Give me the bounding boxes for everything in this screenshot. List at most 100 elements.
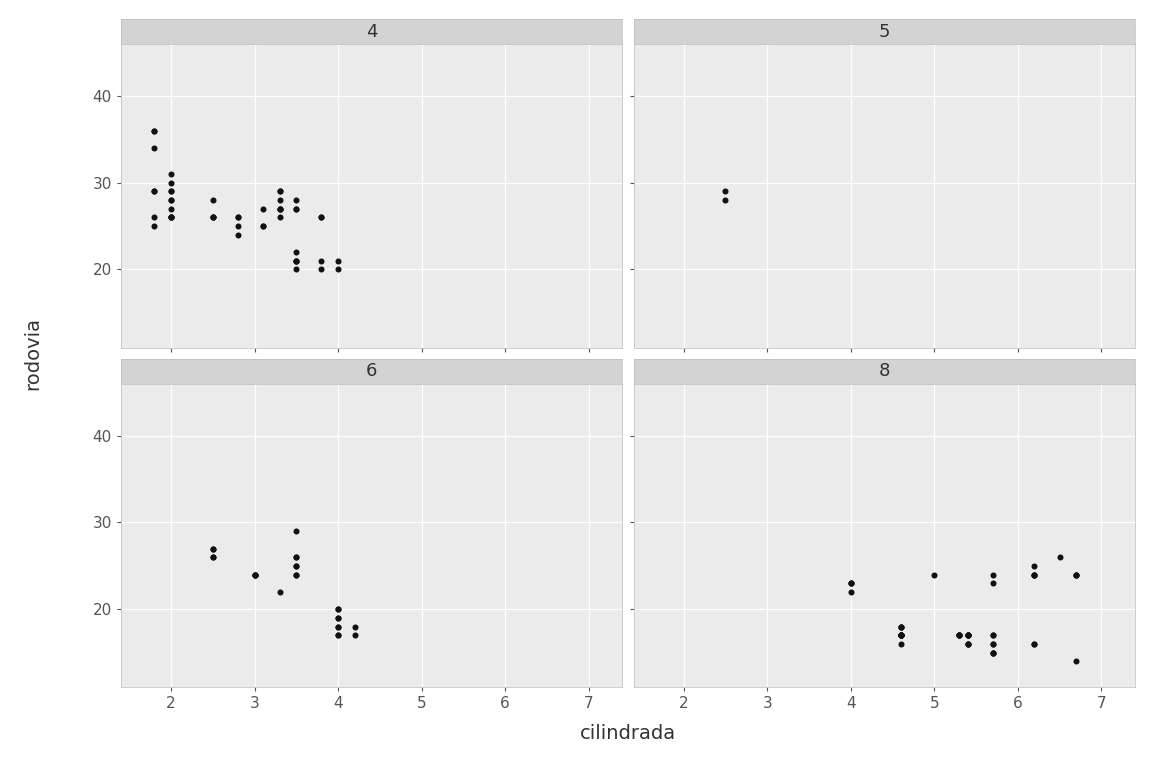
Point	[271, 203, 289, 215]
Point	[717, 194, 735, 206]
Point	[161, 211, 180, 223]
Point	[271, 185, 289, 197]
Point	[161, 185, 180, 197]
Point	[245, 568, 264, 581]
Point	[204, 542, 222, 554]
Point	[287, 560, 305, 572]
Point	[228, 211, 248, 223]
Point	[950, 629, 969, 641]
Point	[1025, 638, 1044, 650]
Point	[245, 568, 264, 581]
Point	[984, 647, 1002, 659]
Point	[329, 603, 348, 615]
Point	[958, 629, 977, 641]
Point	[287, 551, 305, 564]
Point	[892, 629, 910, 641]
Point	[161, 211, 180, 223]
Point	[228, 229, 248, 241]
Text: rodovia: rodovia	[23, 316, 41, 390]
Point	[287, 255, 305, 267]
Text: 4: 4	[366, 22, 377, 41]
Text: cilindrada: cilindrada	[579, 724, 676, 743]
Point	[329, 629, 348, 641]
Point	[346, 621, 364, 633]
Point	[329, 263, 348, 276]
Point	[892, 621, 910, 633]
Point	[161, 203, 180, 215]
Point	[1067, 655, 1085, 667]
Point	[329, 621, 348, 633]
Point	[892, 629, 910, 641]
Point	[271, 211, 289, 223]
Text: 6: 6	[366, 362, 377, 380]
Point	[892, 638, 910, 650]
Point	[204, 211, 222, 223]
Point	[271, 586, 289, 598]
Point	[145, 124, 164, 137]
Point	[892, 629, 910, 641]
Point	[204, 211, 222, 223]
Point	[892, 621, 910, 633]
Point	[1067, 568, 1085, 581]
Point	[161, 211, 180, 223]
Point	[145, 211, 164, 223]
Point	[841, 586, 859, 598]
Point	[145, 124, 164, 137]
Point	[1025, 568, 1044, 581]
Point	[161, 168, 180, 180]
Point	[161, 194, 180, 206]
Point	[312, 255, 331, 267]
Point	[1067, 568, 1085, 581]
Point	[287, 203, 305, 215]
Point	[1025, 568, 1044, 581]
Point	[287, 255, 305, 267]
Text: 8: 8	[879, 362, 889, 380]
Point	[329, 255, 348, 267]
Point	[271, 203, 289, 215]
Point	[145, 142, 164, 154]
Point	[958, 638, 977, 650]
Point	[958, 629, 977, 641]
Point	[245, 568, 264, 581]
Point	[287, 263, 305, 276]
Point	[984, 647, 1002, 659]
Point	[329, 629, 348, 641]
Point	[329, 603, 348, 615]
Point	[984, 638, 1002, 650]
Point	[892, 621, 910, 633]
Point	[950, 629, 969, 641]
Point	[271, 194, 289, 206]
Point	[312, 211, 331, 223]
Point	[892, 629, 910, 641]
Point	[204, 551, 222, 564]
Point	[1025, 560, 1044, 572]
Point	[925, 568, 943, 581]
Point	[161, 194, 180, 206]
Point	[161, 185, 180, 197]
Point	[312, 211, 331, 223]
Point	[841, 577, 859, 589]
Point	[287, 551, 305, 564]
Point	[161, 177, 180, 189]
Point	[950, 629, 969, 641]
Point	[161, 211, 180, 223]
Point	[145, 220, 164, 232]
Point	[1051, 551, 1069, 564]
Point	[717, 185, 735, 197]
Point	[287, 203, 305, 215]
Point	[145, 185, 164, 197]
Point	[287, 568, 305, 581]
Point	[145, 185, 164, 197]
Point	[329, 612, 348, 624]
Point	[287, 568, 305, 581]
Point	[245, 568, 264, 581]
Point	[984, 647, 1002, 659]
Point	[204, 542, 222, 554]
Point	[312, 263, 331, 276]
Point	[892, 629, 910, 641]
Point	[204, 211, 222, 223]
Point	[329, 612, 348, 624]
Point	[841, 577, 859, 589]
Point	[958, 638, 977, 650]
Point	[1025, 638, 1044, 650]
